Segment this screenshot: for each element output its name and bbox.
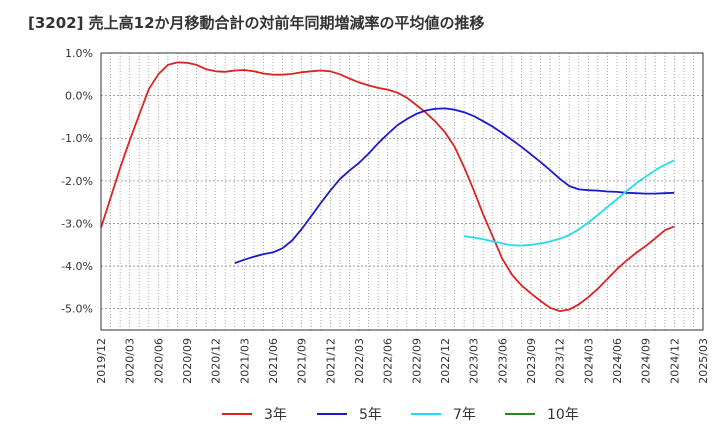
x-tick-label: 2024/03 bbox=[582, 338, 595, 384]
x-tick-label: 2020/03 bbox=[124, 338, 137, 384]
y-tick-label: -2.0% bbox=[61, 175, 93, 188]
legend-label: 5年 bbox=[359, 407, 382, 423]
chart-title: [3202] 売上高12か月移動合計の対前年同期増減率の平均値の推移 bbox=[28, 14, 485, 32]
y-tick-label: 0.0% bbox=[65, 90, 93, 103]
x-tick-label: 2021/06 bbox=[267, 338, 280, 384]
x-tick-label: 2022/09 bbox=[410, 338, 423, 384]
x-tick-label: 2021/12 bbox=[324, 338, 337, 384]
y-tick-label: -1.0% bbox=[61, 132, 93, 145]
legend-label: 7年 bbox=[453, 407, 476, 423]
legend-label: 10年 bbox=[547, 407, 579, 423]
x-tick-label: 2023/09 bbox=[525, 338, 538, 384]
x-tick-label: 2023/06 bbox=[496, 338, 509, 384]
x-tick-label: 2020/12 bbox=[210, 338, 223, 384]
x-tick-label: 2022/12 bbox=[439, 338, 452, 384]
x-tick-label: 2022/06 bbox=[382, 338, 395, 384]
y-axis-tick-labels: 1.0% 0.0% -1.0% -2.0% -3.0% -4.0% -5.0% bbox=[61, 47, 93, 316]
x-tick-label: 2021/03 bbox=[238, 338, 251, 384]
y-tick-label: 1.0% bbox=[65, 47, 93, 60]
x-tick-label: 2023/03 bbox=[468, 338, 481, 384]
x-tick-label: 2021/09 bbox=[296, 338, 309, 384]
x-tick-label: 2024/09 bbox=[640, 338, 653, 384]
x-tick-label: 2023/12 bbox=[554, 338, 567, 384]
series-line-3 bbox=[463, 159, 675, 247]
y-tick-label: -4.0% bbox=[61, 260, 93, 273]
y-tick-label: -5.0% bbox=[61, 303, 93, 316]
x-tick-label: 2020/09 bbox=[181, 338, 194, 384]
legend-label: 3年 bbox=[264, 407, 287, 423]
x-tick-label: 2022/03 bbox=[353, 338, 366, 384]
plot-area-frame bbox=[100, 52, 704, 331]
x-tick-label: 2024/06 bbox=[611, 338, 624, 384]
legend: 3年 5年 7年 10年 bbox=[222, 407, 579, 423]
x-tick-label: 2020/06 bbox=[152, 338, 165, 384]
x-tick-label: 2025/03 bbox=[697, 338, 710, 384]
y-tick-label: -3.0% bbox=[61, 217, 93, 230]
x-tick-label: 2019/12 bbox=[95, 338, 108, 384]
series-line-1 bbox=[100, 61, 675, 313]
x-tick-label: 2024/12 bbox=[668, 338, 681, 384]
series-lines bbox=[100, 61, 675, 313]
series-line-2 bbox=[234, 107, 675, 264]
x-axis-tick-labels: 2019/12 2020/03 2020/06 2020/09 2020/12 2021/… bbox=[95, 338, 710, 384]
